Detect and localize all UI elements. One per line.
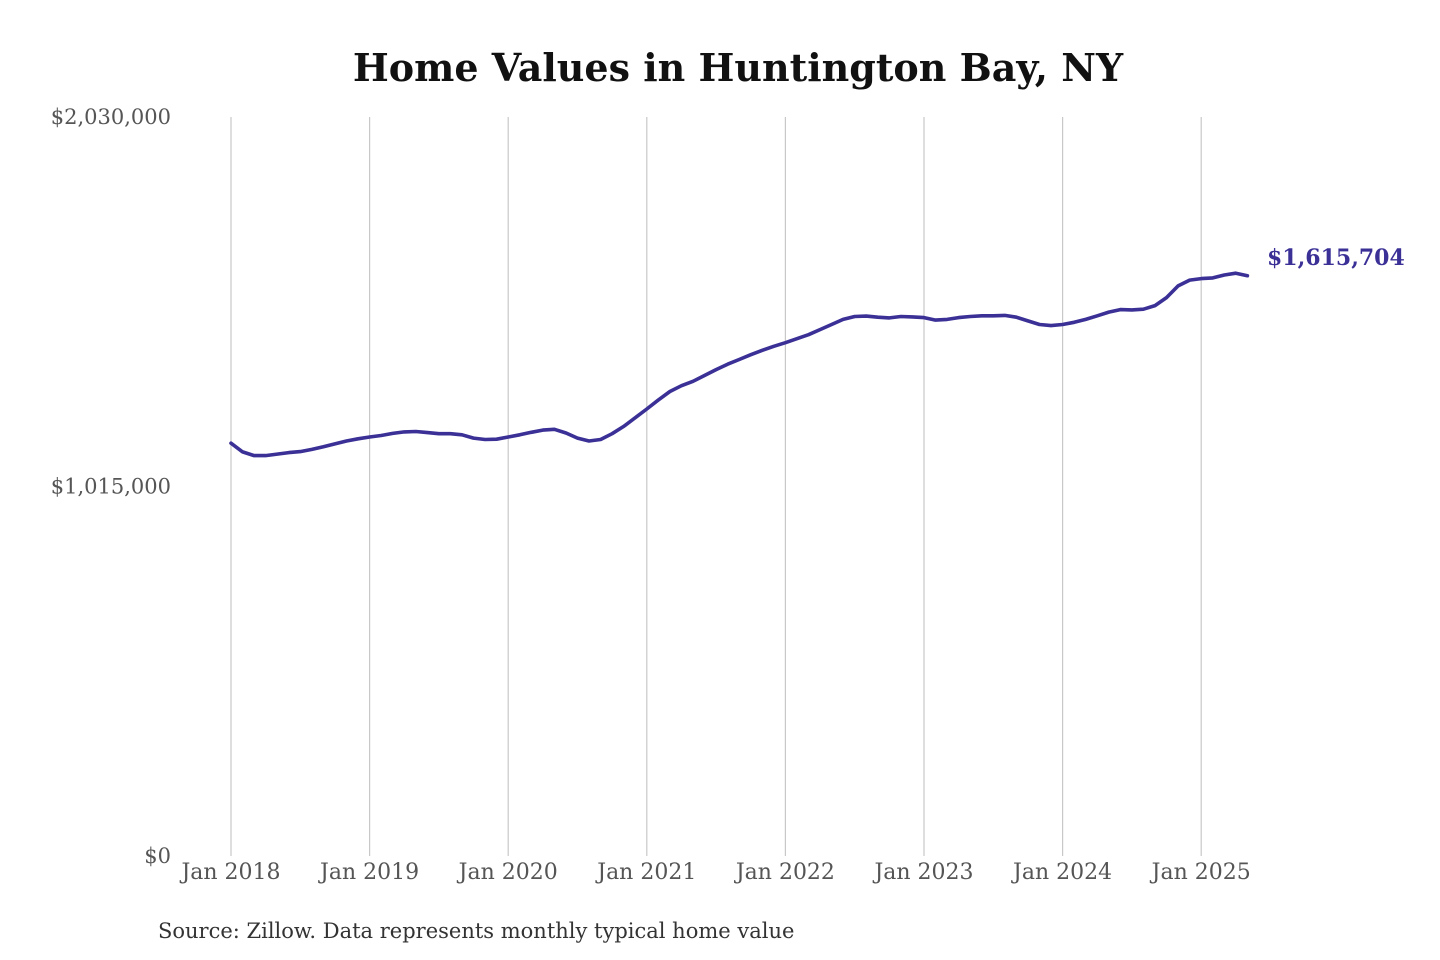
- y-tick-label: $0: [144, 844, 171, 868]
- home-value-series-line: [229, 271, 1250, 458]
- chart-title: Home Values in Huntington Bay, NY: [353, 45, 1124, 90]
- y-axis-tick-labels: $0 $1,015,000 $2,030,000: [51, 105, 171, 868]
- y-tick-label: $1,015,000: [51, 475, 171, 499]
- source-note: Source: Zillow. Data represents monthly …: [158, 919, 794, 943]
- x-tick-label: Jan 2018: [179, 860, 280, 885]
- x-tick-label: Jan 2021: [595, 860, 696, 885]
- x-axis-tick-labels: Jan 2018 Jan 2019 Jan 2020 Jan 2021 Jan 2022…: [179, 860, 1250, 885]
- x-tick-label: Jan 2024: [1011, 860, 1112, 885]
- x-tick-label: Jan 2022: [734, 860, 835, 885]
- vertical-gridlines: [230, 117, 1202, 856]
- x-tick-label: Jan 2019: [318, 860, 419, 885]
- x-tick-label: Jan 2023: [872, 860, 973, 885]
- y-tick-label: $2,030,000: [51, 105, 171, 129]
- latest-value-label: $1,615,704: [1267, 245, 1405, 271]
- x-tick-label: Jan 2020: [457, 860, 558, 885]
- x-tick-label: Jan 2025: [1150, 860, 1251, 885]
